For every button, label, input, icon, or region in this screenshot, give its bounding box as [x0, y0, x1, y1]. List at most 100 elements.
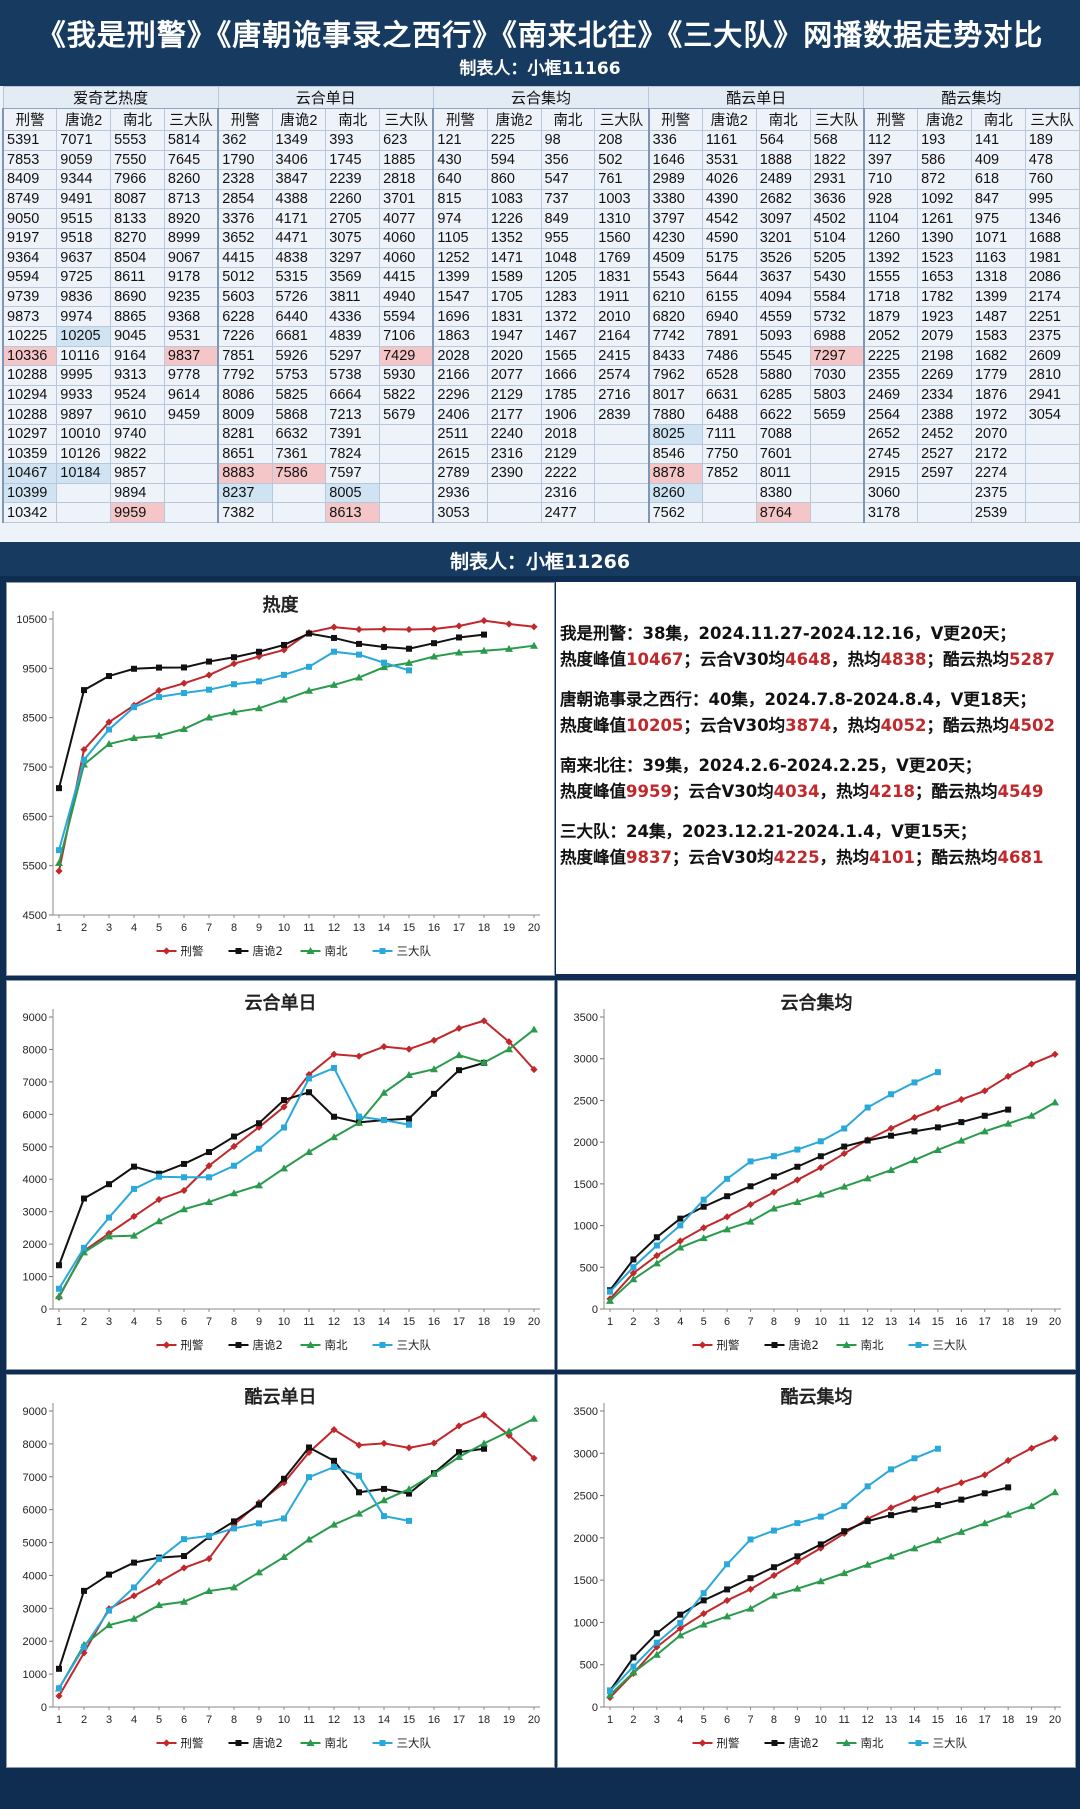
legend-label: 南北: [325, 944, 348, 958]
data-point: [80, 745, 88, 754]
data-point: [455, 1453, 463, 1461]
data-point: [105, 718, 113, 726]
table-cell: 6210: [647, 286, 703, 308]
data-point: [699, 1234, 708, 1242]
y-tick-label: 1000: [23, 1272, 47, 1284]
data-point: [840, 1569, 849, 1577]
data-point: [700, 1203, 707, 1210]
table-cell: 5738: [325, 365, 381, 386]
data-point: [607, 1688, 613, 1695]
table-cell: 9637: [56, 247, 112, 269]
data-point: [355, 1509, 363, 1517]
data-point: [305, 1148, 313, 1156]
legend-label: 唐诡2: [789, 1736, 819, 1750]
x-tick-label: 18: [478, 1714, 490, 1726]
table-cell: 2316: [486, 443, 542, 465]
x-tick-label: 2: [81, 1714, 87, 1726]
data-point: [456, 1067, 462, 1074]
table-row: 9050 9515 8133 8920 3376 4171 2705 4077 974 1226 8…: [2, 208, 1080, 229]
maker-band: 制表人：小框11266: [0, 542, 1080, 576]
x-tick-label: 2: [81, 1316, 87, 1328]
series-line: [58, 1413, 535, 1697]
table-cell: 6622: [755, 404, 811, 425]
table-cell: 5391: [2, 130, 58, 151]
table-cell: 10342: [2, 502, 58, 523]
series-2: [55, 1025, 538, 1300]
table-cell: 4336: [325, 306, 381, 327]
data-point: [356, 1489, 362, 1496]
table-cell: 1972: [970, 404, 1026, 425]
data-point: [331, 634, 337, 641]
table-cell: 2789: [432, 463, 488, 484]
y-tick-label: 500: [580, 1660, 598, 1672]
data-point: [887, 1124, 895, 1132]
note-text: ，热均: [819, 848, 870, 867]
data-point: [771, 1342, 778, 1348]
table-cell: 7111: [701, 423, 757, 445]
data-point: [888, 1512, 895, 1519]
data-point: [817, 1544, 825, 1552]
data-point: [530, 1414, 538, 1422]
data-point: [864, 1483, 871, 1490]
table-cell: 1923: [917, 306, 972, 327]
legend: 刑警 唐诡2 南北 三大队: [156, 1736, 431, 1750]
table-cell: 3531: [701, 149, 757, 171]
table-cell: [1024, 463, 1080, 484]
table-cell: 1349: [271, 130, 327, 151]
table-cell: 995: [1024, 188, 1080, 210]
note-value: 4502: [1009, 716, 1055, 735]
table-cell: 193: [917, 130, 972, 151]
table-cell: 8133: [110, 208, 165, 229]
table-cell: 1583: [970, 325, 1026, 347]
table-cell: 1831: [594, 267, 650, 288]
table-cell: 5603: [217, 286, 273, 308]
table-row: 10225 10205 9045 9531 7226 6681 4839 7106 1863 19…: [2, 325, 1080, 347]
legend-label: 刑警: [717, 1736, 740, 1750]
table-cell: 9897: [56, 404, 112, 425]
x-tick-label: 2: [630, 1316, 636, 1328]
data-point: [281, 641, 287, 648]
note-value: 4225: [773, 848, 820, 867]
table-cell: 189: [1024, 130, 1080, 151]
data-point: [105, 1232, 113, 1240]
table-cell: 10288: [2, 365, 58, 386]
data-point: [55, 867, 63, 875]
column-header: 南北: [970, 108, 1026, 131]
data-point: [280, 1103, 288, 1111]
data-point: [933, 1145, 942, 1153]
data-point: [770, 1527, 777, 1534]
data-point: [842, 1341, 851, 1348]
series-3: [607, 1445, 941, 1695]
data-point: [56, 785, 62, 792]
data-point: [131, 1185, 137, 1192]
table-cell: 7382: [217, 502, 273, 523]
x-tick-label: 12: [862, 1714, 874, 1726]
data-point: [106, 1181, 112, 1188]
table-cell: 8651: [217, 443, 273, 465]
data-point: [480, 1058, 488, 1066]
y-tick-label: 1000: [23, 1669, 47, 1681]
table-cell: 1252: [432, 247, 488, 269]
table-cell: [594, 443, 650, 465]
data-point: [206, 1174, 212, 1181]
table-cell: [271, 482, 327, 504]
table-row: 10288 9897 9610 9459 8009 5868 7213 5679 2406 217…: [2, 404, 1080, 425]
note-value: 10205: [626, 716, 684, 735]
legend-label: 唐诡2: [253, 1338, 283, 1352]
table-cell: 9995: [56, 365, 112, 386]
table-cell: 9313: [110, 365, 165, 386]
table-cell: 6988: [809, 325, 865, 347]
table-cell: 2010: [594, 306, 650, 327]
data-point: [676, 1237, 684, 1245]
series-0: [55, 617, 538, 875]
y-tick-label: 500: [580, 1262, 598, 1274]
data-point: [380, 1439, 388, 1447]
table-cell: 8611: [110, 267, 165, 288]
legend: 刑警 唐诡2 南北 三大队: [156, 1338, 431, 1352]
x-tick-label: 4: [677, 1316, 683, 1328]
chart-yunhe-avg-panel: 云合集均 0 500 1000 1500 2000 2500 3000 3500 1 2 3 4 5 6 7…: [557, 980, 1076, 1370]
data-point: [816, 1577, 825, 1585]
chart-kuyun-avg-panel: 酷云集均 0 500 1000 1500 2000 2500 3000 3500 1 2 3 4 5 6 7…: [557, 1374, 1076, 1768]
data-point: [405, 1485, 413, 1493]
